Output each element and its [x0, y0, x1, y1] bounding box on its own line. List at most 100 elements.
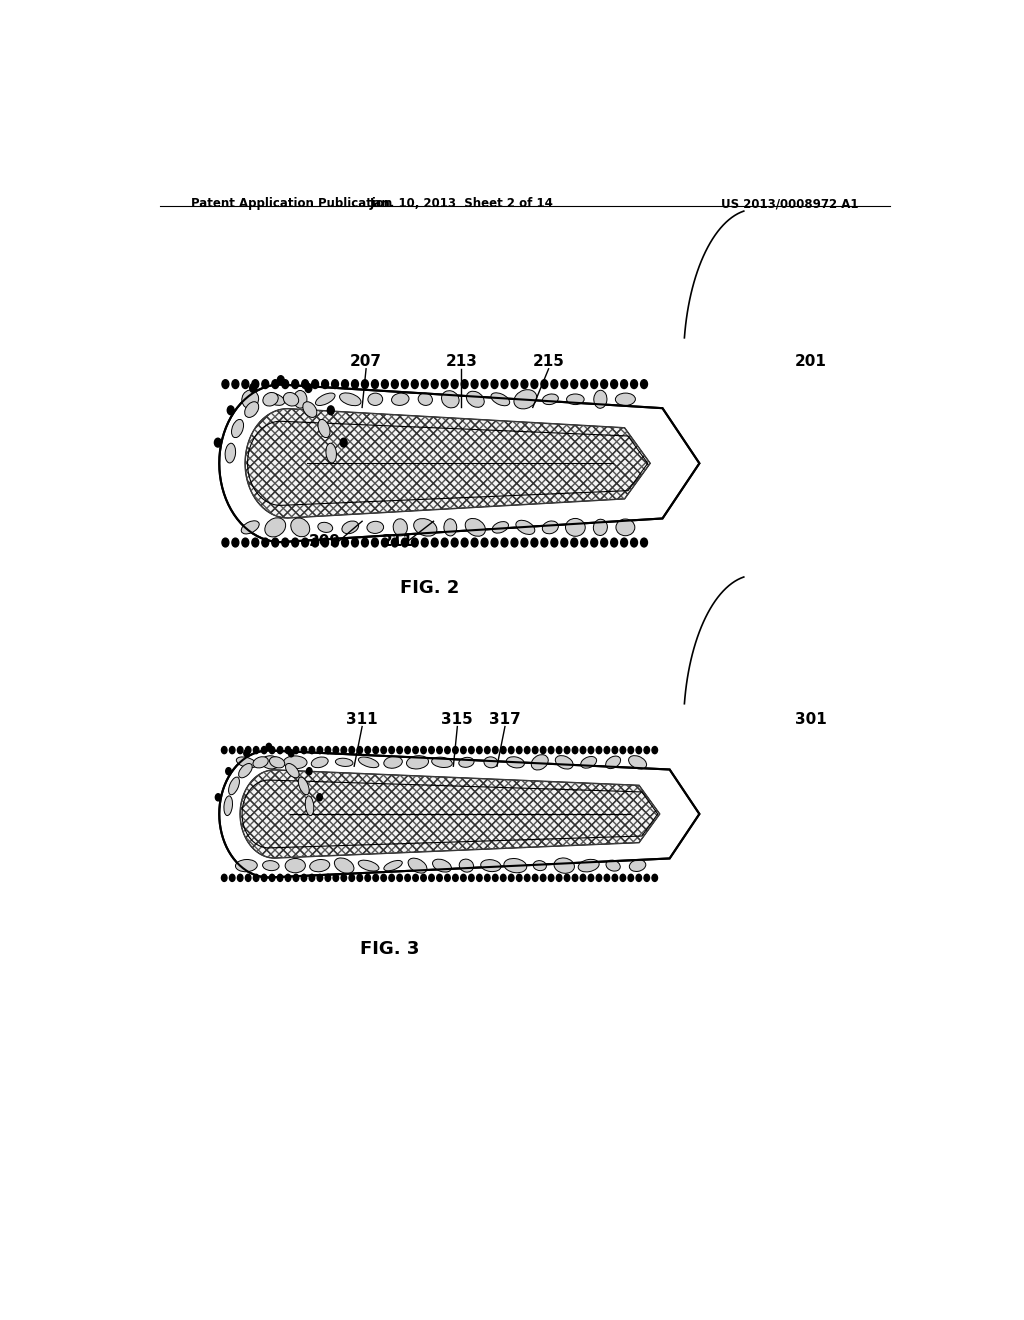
Circle shape	[246, 874, 251, 882]
Ellipse shape	[605, 756, 621, 768]
Circle shape	[511, 380, 518, 388]
Circle shape	[262, 380, 268, 388]
Ellipse shape	[443, 519, 457, 536]
Circle shape	[232, 380, 239, 388]
Ellipse shape	[516, 520, 535, 535]
Circle shape	[556, 747, 562, 754]
Circle shape	[361, 380, 369, 388]
Circle shape	[570, 380, 578, 388]
Text: 201: 201	[795, 354, 826, 370]
Ellipse shape	[531, 755, 548, 770]
Circle shape	[332, 380, 339, 388]
Ellipse shape	[269, 756, 285, 768]
Ellipse shape	[358, 861, 379, 871]
Ellipse shape	[245, 401, 259, 417]
Circle shape	[452, 380, 458, 388]
Circle shape	[361, 539, 369, 546]
Circle shape	[332, 539, 339, 546]
Circle shape	[246, 747, 251, 754]
Circle shape	[372, 380, 378, 388]
Circle shape	[301, 874, 307, 882]
Circle shape	[501, 874, 506, 882]
Circle shape	[381, 747, 386, 754]
Circle shape	[541, 874, 546, 882]
Circle shape	[238, 747, 243, 754]
Circle shape	[322, 380, 329, 388]
Circle shape	[556, 874, 562, 882]
Circle shape	[292, 380, 299, 388]
Circle shape	[612, 874, 617, 882]
Circle shape	[293, 874, 299, 882]
Ellipse shape	[231, 420, 244, 438]
Circle shape	[601, 539, 607, 546]
Ellipse shape	[367, 521, 384, 533]
Circle shape	[461, 747, 466, 754]
Circle shape	[389, 747, 394, 754]
Ellipse shape	[393, 519, 408, 536]
Circle shape	[342, 380, 348, 388]
Circle shape	[581, 747, 586, 754]
Circle shape	[501, 380, 508, 388]
Circle shape	[302, 380, 308, 388]
Circle shape	[524, 874, 530, 882]
Circle shape	[591, 539, 598, 546]
Circle shape	[404, 874, 411, 882]
Text: 213: 213	[445, 354, 477, 370]
Circle shape	[621, 874, 626, 882]
PathPatch shape	[245, 409, 650, 517]
Circle shape	[271, 380, 279, 388]
Ellipse shape	[418, 393, 432, 405]
Ellipse shape	[534, 861, 547, 871]
Ellipse shape	[253, 756, 268, 768]
Circle shape	[636, 874, 642, 882]
Circle shape	[252, 539, 259, 546]
Circle shape	[333, 747, 339, 754]
Circle shape	[621, 380, 628, 388]
Circle shape	[521, 539, 528, 546]
Circle shape	[391, 380, 398, 388]
Circle shape	[227, 405, 234, 414]
Circle shape	[541, 539, 548, 546]
Circle shape	[261, 874, 267, 882]
Text: 301: 301	[795, 711, 826, 727]
Ellipse shape	[224, 796, 232, 816]
Circle shape	[351, 539, 358, 546]
Ellipse shape	[284, 392, 299, 407]
Circle shape	[531, 380, 538, 388]
Ellipse shape	[606, 861, 621, 871]
Ellipse shape	[566, 393, 584, 405]
Ellipse shape	[555, 755, 573, 770]
Circle shape	[521, 380, 528, 388]
Ellipse shape	[543, 393, 558, 405]
Circle shape	[242, 380, 249, 388]
Ellipse shape	[303, 401, 316, 417]
Circle shape	[516, 874, 522, 882]
Ellipse shape	[242, 389, 259, 409]
Circle shape	[652, 874, 657, 882]
Text: 315: 315	[441, 711, 473, 727]
Circle shape	[621, 539, 628, 546]
Ellipse shape	[236, 859, 257, 871]
Circle shape	[641, 380, 647, 388]
Circle shape	[282, 380, 289, 388]
Circle shape	[389, 874, 394, 882]
Circle shape	[436, 747, 442, 754]
Circle shape	[509, 747, 514, 754]
Circle shape	[292, 539, 299, 546]
Circle shape	[412, 539, 418, 546]
Circle shape	[253, 874, 259, 882]
Circle shape	[429, 747, 434, 754]
Circle shape	[289, 750, 294, 756]
Circle shape	[471, 539, 478, 546]
Circle shape	[484, 874, 490, 882]
Circle shape	[476, 874, 482, 882]
Circle shape	[453, 874, 458, 882]
Circle shape	[229, 874, 234, 882]
Circle shape	[509, 874, 514, 882]
Ellipse shape	[368, 393, 383, 405]
Circle shape	[588, 747, 594, 754]
Circle shape	[484, 747, 490, 754]
Circle shape	[317, 747, 323, 754]
Circle shape	[401, 380, 409, 388]
Ellipse shape	[311, 756, 328, 768]
